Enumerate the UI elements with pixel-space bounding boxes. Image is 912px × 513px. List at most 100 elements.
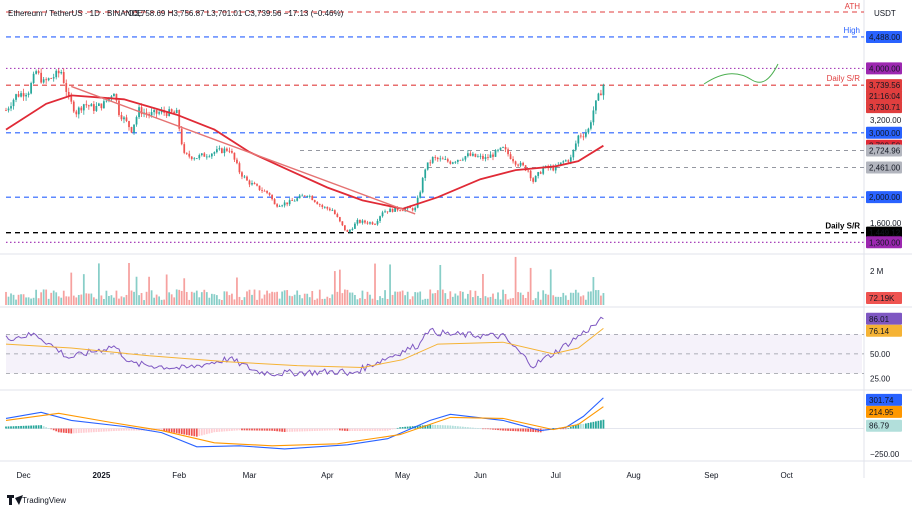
candle-body xyxy=(396,207,399,211)
macd-hist-bar xyxy=(258,428,261,431)
macd-hist-bar xyxy=(298,428,301,432)
macd-hist-bar xyxy=(118,428,120,431)
macd-hist-bar xyxy=(241,428,243,431)
macd-hist-bar xyxy=(223,428,226,432)
candle-body xyxy=(103,101,105,109)
volume-bar xyxy=(278,298,281,305)
volume-bar xyxy=(336,291,339,305)
macd-hist-bar xyxy=(120,428,123,431)
volume-bar xyxy=(80,294,83,305)
macd-hist-bar xyxy=(477,428,479,429)
volume-bar xyxy=(205,292,208,305)
candle-body xyxy=(193,158,196,160)
macd-hist-bar xyxy=(595,421,597,429)
candle-body xyxy=(401,210,404,212)
macd-hist-bar xyxy=(231,428,233,431)
volume-bar xyxy=(333,271,336,305)
rsi-tick-0: 50.00 xyxy=(870,350,891,359)
price-label-1: 4,000.00 xyxy=(869,64,901,73)
candle-body xyxy=(492,154,494,157)
macd-hist-bar xyxy=(472,427,474,429)
volume-bar xyxy=(439,264,442,305)
macd-hist-bar xyxy=(474,427,477,429)
candle-body xyxy=(158,112,161,114)
candle-body xyxy=(200,153,203,156)
candle-body xyxy=(517,164,519,166)
tradingview-logo-icon xyxy=(7,495,14,505)
candle-body xyxy=(344,225,346,231)
prior-close-label-bg xyxy=(866,101,902,114)
tradingview-logo[interactable]: TradingView xyxy=(7,495,66,505)
volume-bar xyxy=(492,293,494,305)
volume-bar xyxy=(590,291,592,305)
macd-hist-bar xyxy=(30,425,32,429)
volume-bar xyxy=(313,299,316,305)
countdown-label: 21:16:04 xyxy=(869,92,901,101)
macd-hist-bar xyxy=(221,428,223,432)
hist-value-label: 86.79 xyxy=(869,422,890,431)
candle-body xyxy=(113,93,115,97)
volume-bar xyxy=(564,295,567,305)
macd-hist-bar xyxy=(261,428,263,431)
volume-bar xyxy=(85,293,88,305)
volume-bar xyxy=(238,296,241,305)
volume-bar xyxy=(517,292,519,305)
macd-hist-bar xyxy=(492,428,494,430)
macd-hist-bar xyxy=(183,428,186,435)
price-label-8-bg xyxy=(866,226,902,239)
projection-curve xyxy=(703,63,779,85)
macd-hist-bar xyxy=(487,428,489,430)
volume-bar xyxy=(542,290,545,305)
volume-bar xyxy=(404,295,407,305)
candle-body xyxy=(291,200,294,201)
candle-body xyxy=(431,157,434,163)
macd-hist-bar xyxy=(519,428,522,432)
candle-body xyxy=(524,165,527,171)
volume-bar xyxy=(301,298,304,305)
volume-bar xyxy=(341,293,344,305)
macd-hist-bar xyxy=(110,428,113,432)
candle-body xyxy=(451,162,454,164)
candle-body xyxy=(123,117,125,120)
macd-hist-bar xyxy=(190,428,193,436)
macd-hist-bar xyxy=(597,420,600,429)
macd-hist-bar xyxy=(434,424,437,429)
candle-body xyxy=(346,230,349,232)
volume-bar xyxy=(572,292,575,305)
volume-bar xyxy=(597,290,600,305)
volume-bar xyxy=(198,297,201,305)
signal-value-label-bg xyxy=(866,405,902,418)
macd-hist-bar xyxy=(266,428,268,431)
macd-hist-bar xyxy=(464,426,467,429)
macd-hist-bar xyxy=(47,428,50,429)
candle-body xyxy=(386,211,389,213)
volume-bar xyxy=(185,291,188,305)
candle-body xyxy=(32,73,35,84)
header-ohlc: O3,758.69 H3,756.87 L3,701.01 C3,739.56 … xyxy=(128,9,344,18)
volume-bar xyxy=(50,292,53,305)
candle-body xyxy=(273,199,276,205)
macd-hist-bar xyxy=(80,428,83,433)
volume-bar xyxy=(57,296,60,305)
candle-body xyxy=(421,177,424,193)
volume-bar xyxy=(77,294,80,305)
candle-body xyxy=(251,183,253,185)
macd-hist-bar xyxy=(517,428,519,432)
volume-bar xyxy=(52,290,55,305)
candle-body xyxy=(429,162,432,164)
candle-body xyxy=(92,104,95,111)
candle-body xyxy=(595,100,597,111)
candle-body xyxy=(278,206,281,207)
volume-bar xyxy=(47,298,50,305)
macd-hist-bar xyxy=(218,428,221,432)
macd-hist-bar xyxy=(336,428,339,431)
macd-hist-bar xyxy=(590,422,592,429)
volume-bar xyxy=(381,298,384,305)
macd-hist-bar xyxy=(364,428,366,431)
volume-bar xyxy=(595,290,597,305)
macd-hist-bar xyxy=(236,428,238,431)
volume-bar xyxy=(37,298,40,305)
candle-body xyxy=(276,204,278,207)
macd-hist-bar xyxy=(15,426,17,429)
